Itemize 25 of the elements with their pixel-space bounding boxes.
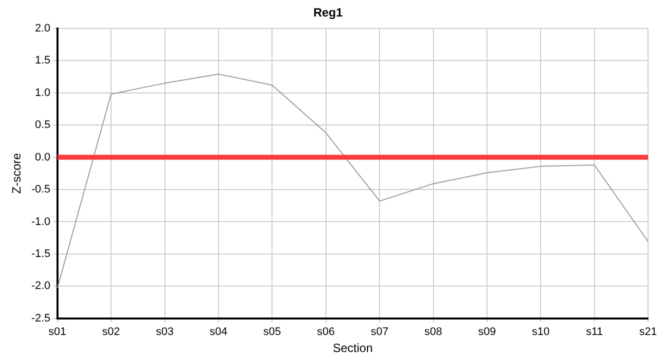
y-tick-label: 0.5 (35, 119, 50, 132)
y-tick-label: -1.5 (31, 248, 50, 260)
x-tick-label: s11 (586, 326, 603, 338)
y-axis-title: Z-score (10, 152, 24, 194)
x-tick-label: s05 (263, 326, 282, 338)
x-tick-label: s07 (370, 326, 388, 338)
x-tick-label: s21 (639, 326, 658, 338)
y-tick-label: -2.0 (31, 280, 50, 292)
chart-title: Reg1 (313, 6, 343, 20)
y-tick-label: -1.0 (31, 216, 50, 228)
x-tick-label: s09 (478, 326, 496, 338)
y-tick-label: 0.0 (35, 151, 50, 164)
x-tick-label: s03 (156, 326, 174, 338)
y-tick-label: -0.5 (31, 184, 50, 196)
x-tick-label: s06 (317, 326, 335, 338)
x-axis-title: Section (332, 341, 373, 356)
x-tick-label: s10 (532, 326, 550, 338)
y-tick-label: -2.5 (31, 312, 50, 324)
y-tick-label: 2.0 (35, 22, 50, 34)
x-tick-label: s04 (210, 326, 228, 338)
y-tick-label: 1.0 (35, 86, 50, 99)
x-tick-label: s02 (102, 326, 120, 338)
x-tick-label: s01 (48, 326, 66, 338)
y-tick-label: 1.5 (35, 54, 50, 67)
x-tick-label: s08 (424, 326, 442, 338)
